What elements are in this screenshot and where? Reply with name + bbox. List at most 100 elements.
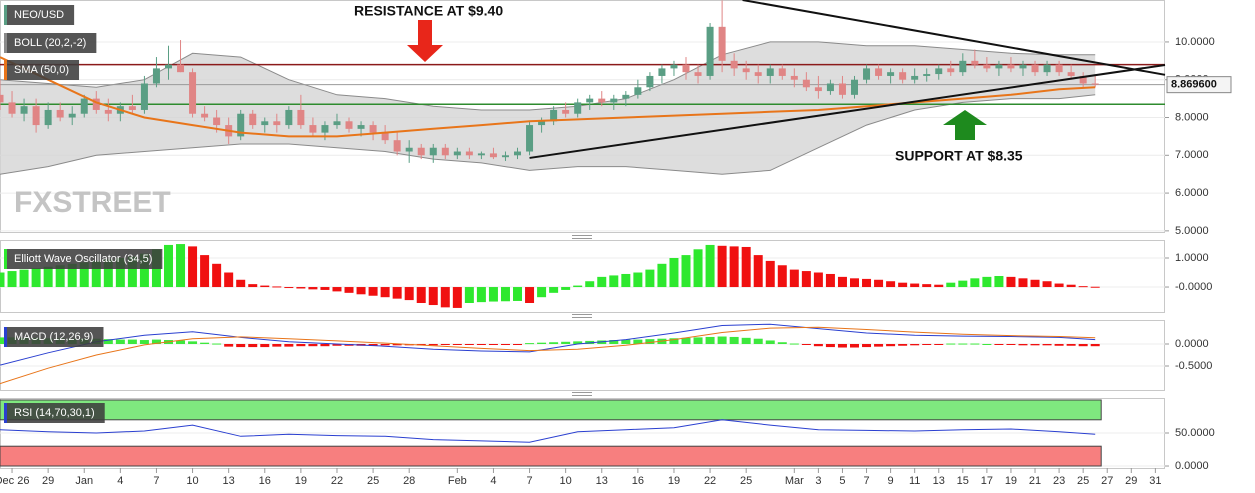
macd-bar <box>1054 343 1064 346</box>
y-tick-label: -0.5000 <box>1175 360 1212 372</box>
legend-stripe <box>4 249 7 269</box>
ewo-bar <box>886 281 896 288</box>
macd-bar <box>151 339 161 344</box>
candle-body <box>887 72 895 76</box>
candle-body <box>574 102 582 114</box>
trendline <box>742 0 1166 76</box>
macd-bar <box>103 339 113 344</box>
legend-label: SMA (50,0) <box>14 64 69 76</box>
bollinger-lower <box>0 94 1096 175</box>
candle-body <box>381 132 389 141</box>
ewo-bar <box>236 279 246 288</box>
macd-bar <box>188 341 198 344</box>
candle-body <box>1007 64 1015 69</box>
macd-panel <box>0 320 1165 391</box>
legend-label: BOLL (20,2,-2) <box>14 37 86 49</box>
candle-body <box>477 153 485 156</box>
ewo-bar <box>0 272 5 288</box>
ewo-bar <box>922 284 932 288</box>
x-tick-label: 11 <box>909 475 920 487</box>
ewo-bar <box>729 246 739 288</box>
ewo-bar <box>200 255 210 288</box>
ewo-bar <box>368 287 378 296</box>
ewo-bar <box>970 278 980 288</box>
x-tick-label: 28 <box>403 475 415 487</box>
ewo-bar <box>260 285 270 288</box>
ewo-bar <box>332 287 342 292</box>
macd-bar <box>464 343 474 345</box>
ewo-bar <box>717 245 727 288</box>
macd-bar <box>320 343 330 347</box>
candle-body <box>863 68 871 80</box>
y-tick-label: 50.0000 <box>1175 427 1215 439</box>
ewo-bar <box>934 284 944 288</box>
ewo-bar <box>139 253 149 288</box>
macd-bar <box>1018 343 1028 346</box>
macd-bar <box>1078 343 1088 347</box>
last-price-label: 8.869600 <box>1171 79 1217 91</box>
candle-body <box>177 64 185 73</box>
ewo-bar <box>19 269 29 288</box>
macd-bar <box>813 343 823 347</box>
ewo-bar <box>127 256 137 288</box>
x-tick-label: 4 <box>117 475 123 487</box>
ewo-bar <box>380 287 390 298</box>
candle-body <box>285 109 293 126</box>
x-tick-label: 15 <box>957 475 969 487</box>
support-arrow <box>943 110 987 140</box>
legend-box <box>4 60 80 80</box>
macd-bar <box>488 343 498 345</box>
macd-bar <box>368 343 378 346</box>
legend-box <box>4 327 104 347</box>
macd-bar <box>777 342 787 344</box>
candle-body <box>152 68 160 84</box>
x-tick-label: Dec 26 <box>0 475 29 487</box>
x-tick-label: 4 <box>490 475 496 487</box>
ewo-bar <box>765 260 775 288</box>
candle-body <box>983 64 991 69</box>
ewo-bar <box>308 287 318 290</box>
x-tick-label: 17 <box>981 475 993 487</box>
candle-body <box>140 83 148 110</box>
candle-body <box>838 83 846 95</box>
candle-body <box>393 140 401 152</box>
ewo-bar <box>79 262 89 288</box>
x-tick-label: Jan <box>75 475 93 487</box>
candle-body <box>333 121 341 126</box>
macd-bar <box>753 338 763 344</box>
candle-body <box>0 94 4 103</box>
candle-body <box>345 121 353 129</box>
candle-body <box>706 26 714 76</box>
candle-body <box>44 109 52 126</box>
x-tick-label: 16 <box>259 475 271 487</box>
ewo-bar <box>549 287 559 293</box>
macd-bar <box>212 343 222 345</box>
macd-bar <box>898 343 908 346</box>
macd-bar <box>284 343 294 347</box>
candle-body <box>213 117 221 126</box>
legend-stripe <box>4 60 7 80</box>
candle-body <box>899 72 907 80</box>
candle-body <box>1091 83 1099 85</box>
macd-bar <box>127 339 137 344</box>
ewo-bar <box>621 273 631 288</box>
x-tick-label: 13 <box>596 475 608 487</box>
x-tick-label: 7 <box>153 475 159 487</box>
x-tick-label: Feb <box>448 475 467 487</box>
ewo-bar <box>404 287 414 301</box>
x-tick-label: 29 <box>42 475 54 487</box>
x-tick-label: 13 <box>223 475 235 487</box>
macd-bar <box>693 337 703 344</box>
candle-body <box>405 147 413 152</box>
ewo-bar <box>43 266 53 288</box>
macd-bar <box>717 336 727 344</box>
macd-bar <box>115 339 125 344</box>
y-tick-label: 0.0000 <box>1175 338 1209 350</box>
ewo-bar <box>849 278 859 288</box>
ewo-bar <box>789 269 799 288</box>
ewo-bar <box>103 259 113 288</box>
ewo-bar <box>777 265 787 288</box>
macd-bar <box>440 343 450 345</box>
candle-body <box>501 155 509 158</box>
legend-label: MACD (12,26,9) <box>14 331 93 343</box>
